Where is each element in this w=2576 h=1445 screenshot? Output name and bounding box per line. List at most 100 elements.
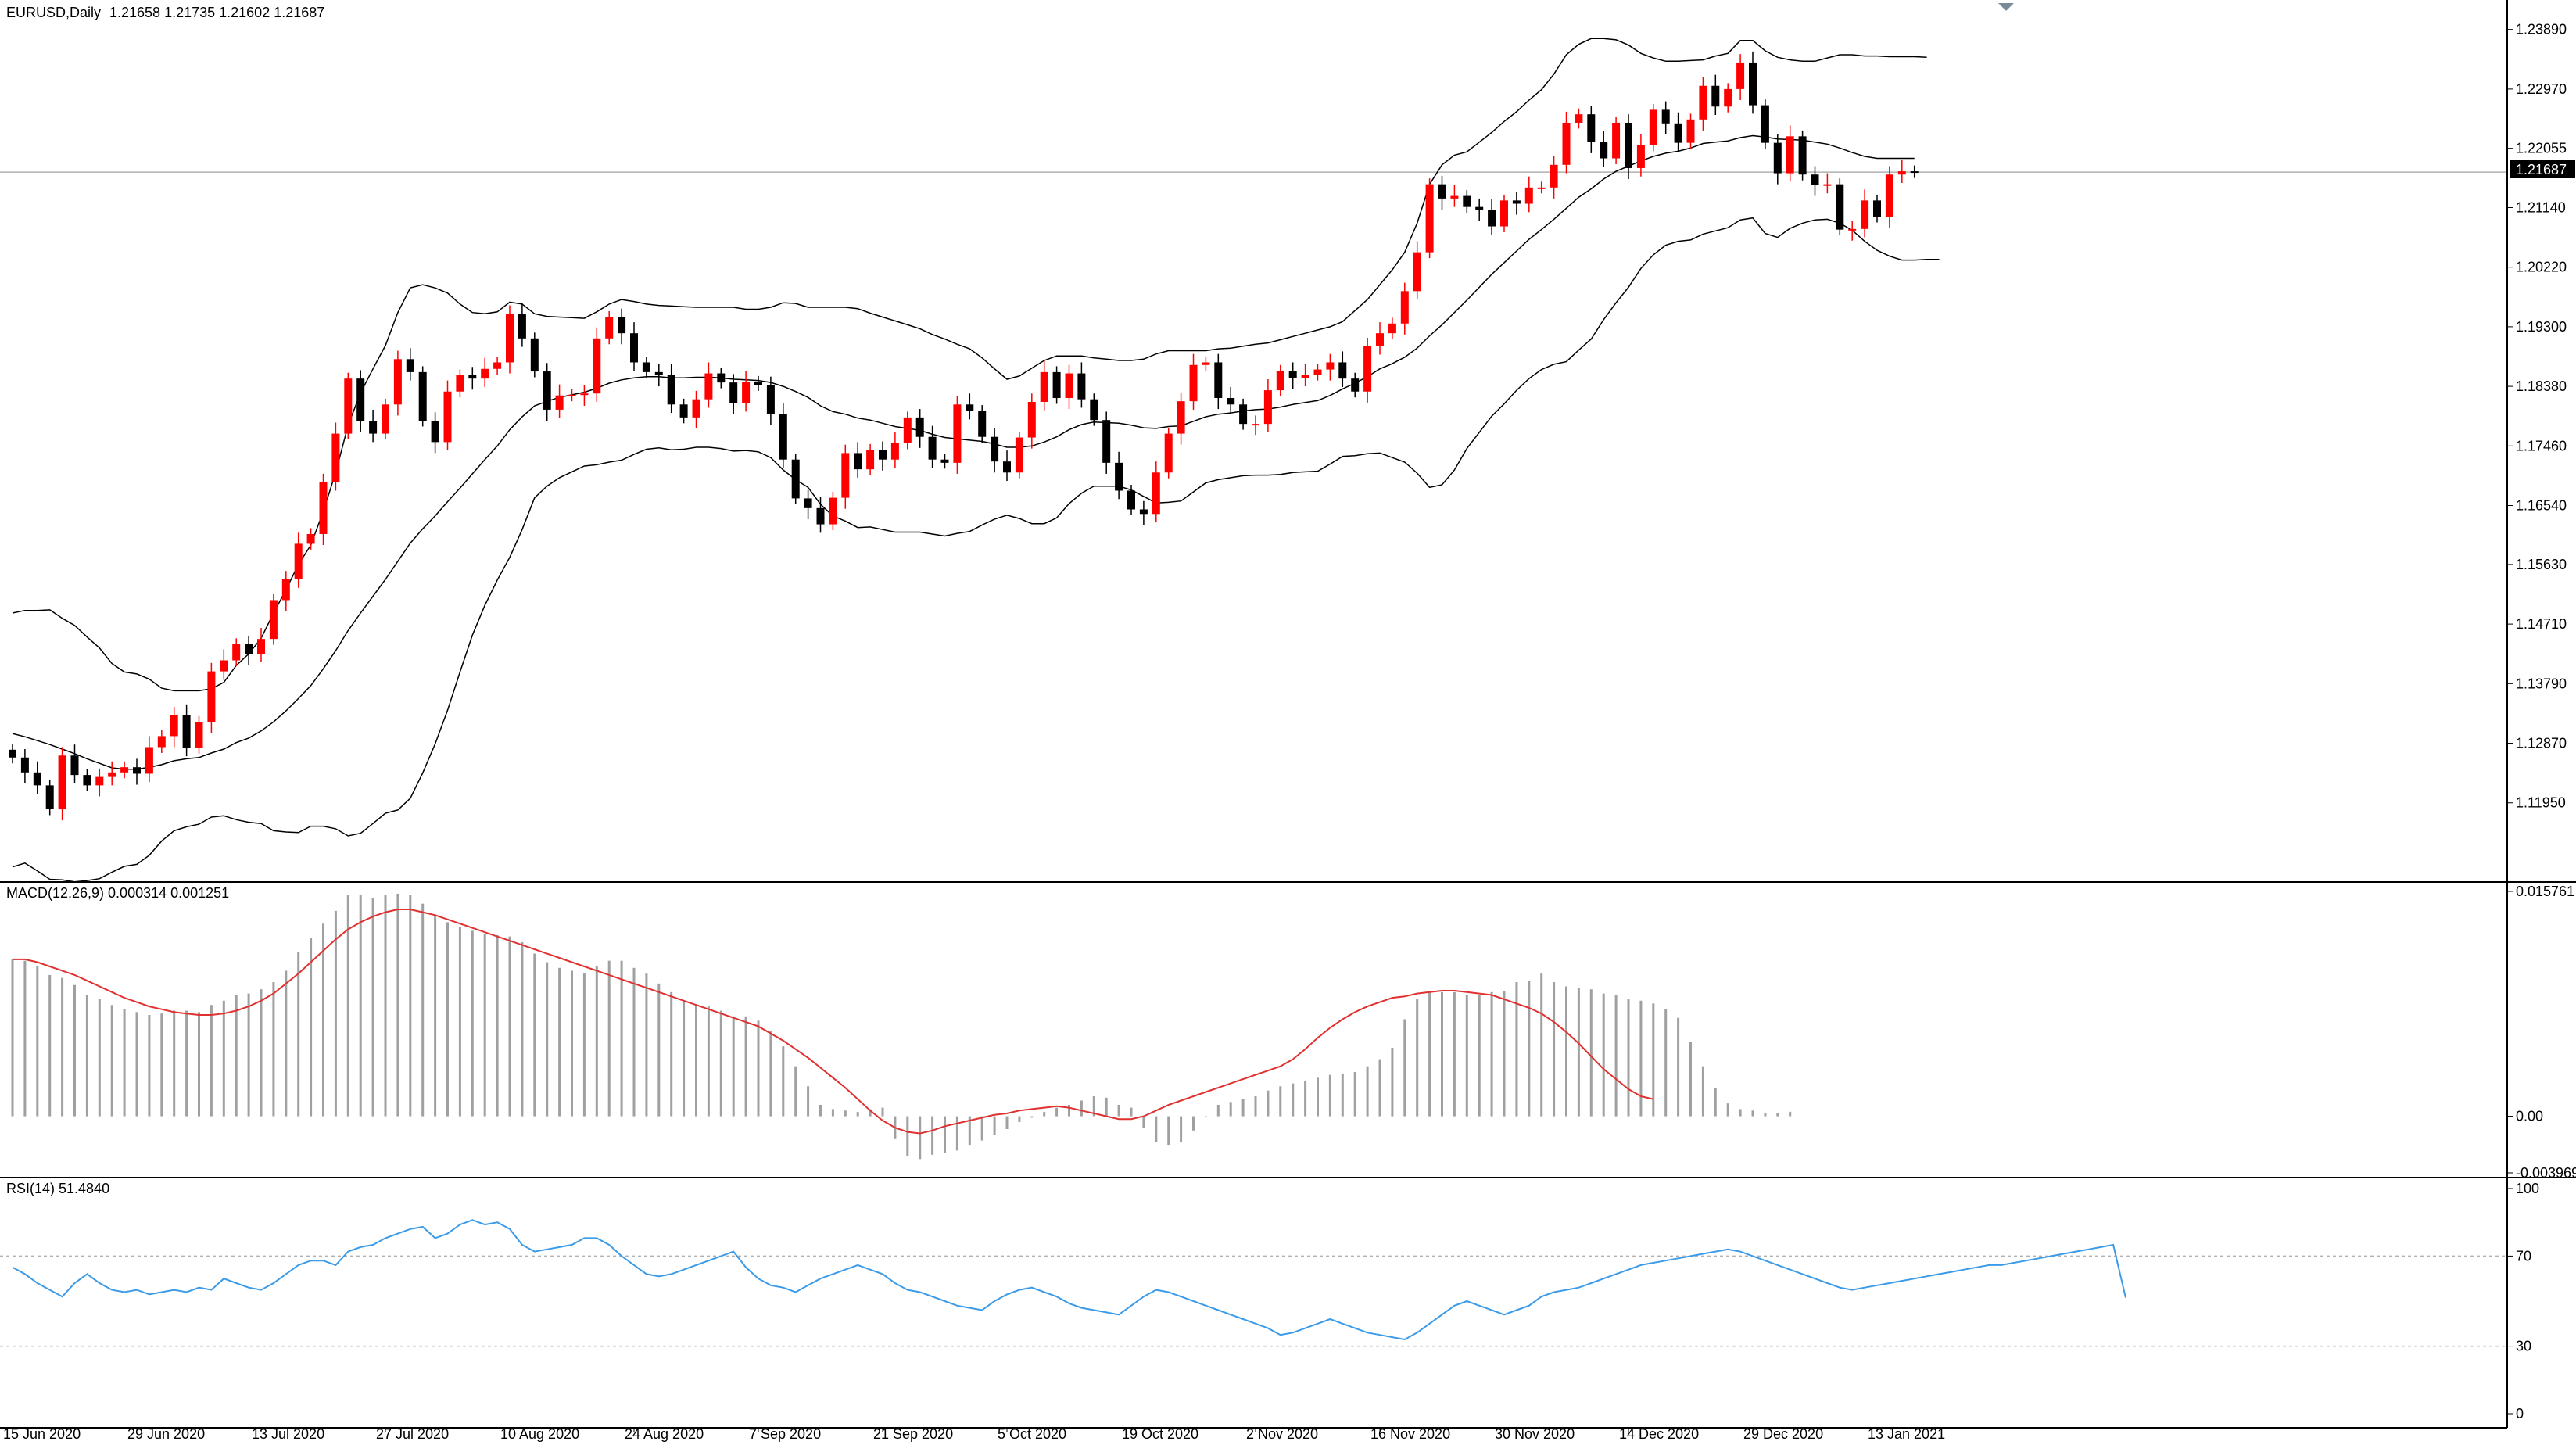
candle[interactable] [493, 357, 502, 375]
candle[interactable] [1202, 357, 1210, 371]
candle[interactable] [1139, 500, 1148, 525]
candle[interactable] [1699, 77, 1707, 131]
candle[interactable] [829, 492, 837, 530]
candle[interactable] [1910, 165, 1919, 178]
candle[interactable] [1326, 353, 1335, 381]
candle[interactable] [145, 736, 153, 783]
candle[interactable] [1500, 194, 1508, 232]
candle[interactable] [1897, 160, 1906, 183]
candle[interactable] [195, 715, 203, 754]
candle[interactable] [481, 357, 489, 387]
candle[interactable] [518, 303, 526, 347]
candle[interactable] [791, 454, 800, 504]
candle[interactable] [1177, 393, 1185, 445]
candle[interactable] [1351, 372, 1360, 398]
candle[interactable] [58, 747, 66, 821]
candle[interactable] [1276, 364, 1284, 396]
candle[interactable] [1263, 378, 1272, 432]
candle[interactable] [382, 398, 389, 440]
candle[interactable] [1425, 178, 1434, 259]
candle[interactable] [966, 393, 974, 420]
candle[interactable] [1786, 125, 1794, 182]
candle[interactable] [1052, 366, 1061, 404]
candle[interactable] [1550, 156, 1558, 199]
candle[interactable] [580, 385, 589, 406]
candle[interactable] [1102, 411, 1111, 474]
candle[interactable] [1773, 134, 1782, 185]
candle[interactable] [1475, 198, 1484, 221]
candle[interactable] [1823, 173, 1832, 194]
candle[interactable] [9, 744, 16, 764]
candle[interactable] [1674, 112, 1682, 152]
candle[interactable] [1711, 74, 1720, 116]
candle[interactable] [1848, 221, 1857, 241]
price-pane[interactable]: 1.23890 1.22970 1.22055 1.21140 1.20220 1.193… [0, 22, 2567, 883]
candle[interactable] [1288, 362, 1297, 389]
candle[interactable] [1636, 134, 1645, 177]
candle[interactable] [1450, 185, 1459, 207]
candle[interactable] [816, 497, 825, 533]
candle[interactable] [281, 571, 290, 611]
candle[interactable] [1077, 362, 1086, 408]
candle[interactable] [1836, 178, 1844, 236]
candle[interactable] [804, 489, 812, 519]
macd-pane[interactable]: 0.015761 0.00 -0.003969 [11, 884, 2576, 1181]
candle[interactable] [120, 761, 129, 779]
candle[interactable] [605, 311, 614, 345]
candle[interactable] [679, 398, 688, 424]
candle[interactable] [232, 638, 241, 666]
candle[interactable] [1239, 398, 1248, 430]
candle[interactable] [20, 748, 29, 783]
candle[interactable] [1252, 415, 1259, 436]
candle[interactable] [1811, 166, 1819, 196]
rsi-pane[interactable]: 100 70 30 0 [0, 1181, 2539, 1422]
candle[interactable] [170, 707, 178, 748]
candle[interactable] [1686, 113, 1695, 149]
candle[interactable] [257, 628, 265, 662]
candle[interactable] [1798, 130, 1807, 181]
candle[interactable] [654, 364, 663, 387]
candle[interactable] [742, 371, 751, 412]
candle[interactable] [704, 362, 713, 408]
candle[interactable] [568, 389, 576, 402]
candle[interactable] [1600, 131, 1608, 167]
candle[interactable] [866, 443, 875, 475]
candle[interactable] [1761, 99, 1769, 149]
candle[interactable] [543, 363, 551, 421]
candle[interactable] [269, 594, 278, 645]
candle[interactable] [717, 368, 726, 389]
candle[interactable] [953, 396, 962, 474]
candle[interactable] [468, 367, 477, 390]
candle[interactable] [369, 409, 378, 443]
candle[interactable] [431, 412, 439, 454]
candle[interactable] [331, 422, 340, 491]
candle[interactable] [1015, 432, 1023, 479]
candle[interactable] [319, 473, 328, 546]
candle[interactable] [779, 403, 787, 468]
candle[interactable] [1388, 317, 1396, 339]
candle[interactable] [1562, 111, 1571, 174]
candle[interactable] [618, 308, 626, 345]
candle[interactable] [1736, 54, 1745, 100]
candle[interactable] [1376, 322, 1384, 355]
candle[interactable] [306, 528, 315, 550]
candle[interactable] [506, 305, 514, 374]
candle[interactable] [1587, 106, 1596, 153]
candle[interactable] [978, 405, 987, 443]
candle[interactable] [1152, 461, 1160, 523]
candle[interactable] [133, 758, 141, 785]
candle[interactable] [1413, 241, 1421, 300]
candle[interactable] [393, 350, 402, 416]
candle[interactable] [108, 761, 116, 786]
candle[interactable] [443, 380, 452, 451]
candle[interactable] [1040, 360, 1048, 411]
candle[interactable] [1313, 364, 1322, 381]
candle[interactable] [928, 425, 937, 468]
candle[interactable] [1090, 393, 1098, 426]
candle[interactable] [1749, 51, 1757, 114]
candle[interactable] [1363, 337, 1372, 403]
scroll-marker-icon[interactable] [1998, 3, 2014, 11]
candle[interactable] [456, 369, 464, 398]
candle[interactable] [1400, 282, 1409, 335]
candle[interactable] [642, 357, 650, 378]
